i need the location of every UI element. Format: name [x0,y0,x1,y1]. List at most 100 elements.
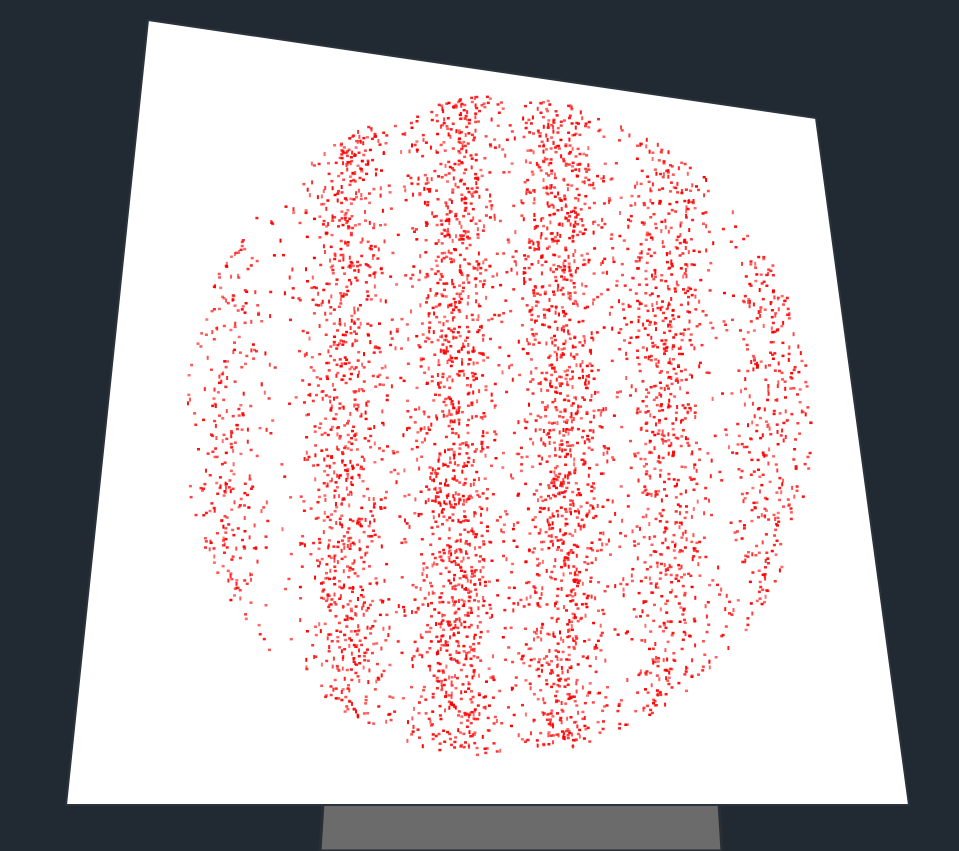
cloud-point [640,221,644,224]
cloud-point [764,378,768,381]
cloud-point [234,321,237,326]
cloud-point [307,393,311,397]
cloud-point [639,579,643,583]
cloud-point [757,310,760,315]
cloud-point [433,169,437,173]
cloud-point [472,459,475,463]
cloud-point [533,213,536,217]
cloud-point [348,547,352,550]
cloud-point [589,580,593,583]
cloud-point [379,267,383,271]
cloud-point [550,305,554,308]
cloud-point [552,263,556,267]
cloud-point [751,486,755,490]
cloud-point [774,312,778,315]
cloud-point [739,329,742,332]
cloud-point [572,282,576,285]
cloud-point [678,254,682,257]
cloud-point [679,267,683,270]
cloud-point [600,426,604,429]
cloud-point [687,286,691,289]
cloud-point [569,572,572,575]
cloud-point [272,254,276,257]
cloud-point [448,198,452,201]
cloud-point [566,683,570,686]
cloud-point [612,260,616,264]
cloud-point [773,534,777,537]
cloud-point [324,695,328,699]
cloud-point [348,175,352,178]
cloud-point [448,304,452,307]
cloud-point [368,582,372,585]
cloud-point [568,444,572,447]
cloud-point [554,466,557,470]
cloud-point [449,505,453,509]
cloud-point [771,274,775,277]
cloud-point [366,648,369,651]
cloud-point [728,600,732,604]
cloud-point [620,425,624,429]
cloud-point [581,368,584,373]
cloud-point [459,565,463,569]
cloud-point [683,591,687,595]
cloud-point [512,539,516,542]
cloud-point [766,424,769,428]
cloud-point [567,131,571,134]
cloud-point [442,109,445,114]
cloud-point [548,308,551,313]
cloud-point [454,103,458,107]
cloud-point [416,431,420,434]
cloud-point [481,229,485,232]
cloud-point [574,635,578,638]
cloud-point [432,215,436,218]
cloud-point [263,390,266,395]
cloud-point [645,395,648,399]
cloud-point [660,339,664,342]
cloud-point [589,547,593,550]
cloud-point [433,353,437,356]
cloud-point [321,590,325,593]
cloud-point [470,575,474,578]
cloud-point [559,138,563,142]
cloud-point [444,502,448,506]
cloud-point [258,426,262,430]
cloud-point [348,586,352,590]
cloud-point [758,416,762,420]
cloud-point [489,337,492,341]
cloud-point [576,147,580,151]
cloud-point [434,259,438,262]
cloud-point [551,270,555,274]
cloud-point [657,456,661,459]
cloud-point [573,572,576,577]
cloud-point [589,504,593,507]
cloud-point [547,122,550,127]
cloud-point [558,443,562,447]
cloud-point [496,103,500,106]
cloud-point [377,678,381,681]
cloud-point [500,528,503,533]
cloud-point [501,466,505,469]
cloud-point [451,122,455,125]
cloud-point [740,469,744,473]
cloud-point [375,581,379,585]
cloud-point [766,398,770,402]
cloud-point [450,199,453,204]
cloud-point [586,594,590,598]
cloud-point [596,174,599,178]
cloud-point [552,140,555,145]
cloud-point [248,474,251,479]
cloud-point [231,487,235,491]
cloud-point [440,679,444,683]
cloud-point [572,355,576,358]
cloud-point [636,144,639,147]
cloud-point [538,597,542,600]
cloud-point [653,321,656,326]
cloud-point [415,386,419,390]
cloud-point [605,270,608,275]
cloud-point [463,209,467,212]
cloud-point [690,263,694,266]
cloud-point [484,453,487,458]
cloud-point [416,148,419,153]
cloud-point [363,149,367,152]
